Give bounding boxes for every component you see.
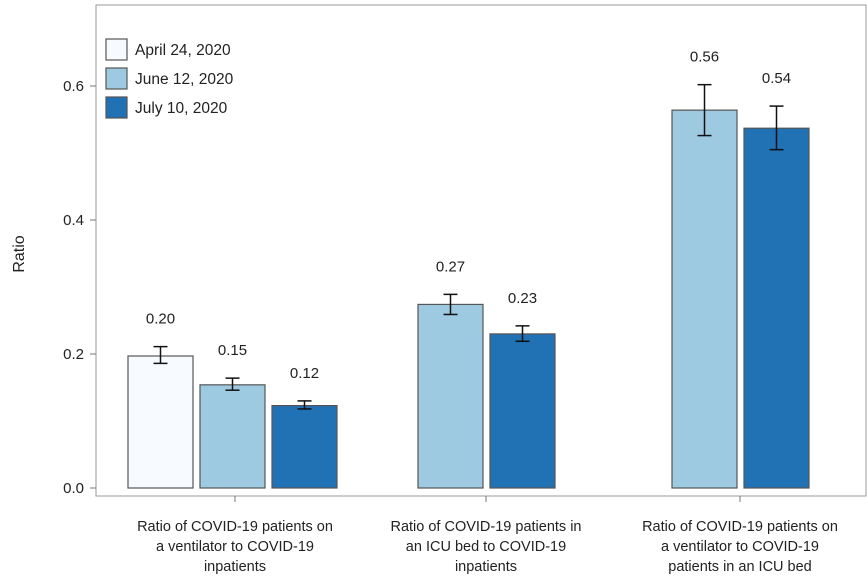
axes: 0.0 0.2 0.4 0.6 <box>63 4 867 502</box>
bar <box>199 384 266 489</box>
bar <box>127 355 194 489</box>
bar <box>671 109 738 489</box>
legend-label: June 12, 2020 <box>135 71 234 88</box>
y-axis-title: Ratio <box>11 235 28 272</box>
category-label-line: inpatients <box>204 559 266 575</box>
category-label-line: Ratio of COVID-19 patients on <box>642 519 838 535</box>
category-label-line: an ICU bed to COVID-19 <box>406 539 566 555</box>
data-label: 0.20 <box>146 311 175 328</box>
legend-swatch <box>105 38 128 61</box>
data-label: 0.54 <box>762 70 791 87</box>
category-label: Ratio of COVID-19 patients in an ICU bed … <box>390 519 581 575</box>
plot-frame <box>95 4 867 497</box>
data-labels: 0.20 0.15 0.27 0.56 0.12 0.23 0.54 <box>146 49 791 382</box>
category-label-line: a ventilator to COVID-19 <box>661 539 819 555</box>
data-label: 0.15 <box>218 342 247 359</box>
category-label-line: Ratio of COVID-19 patients in <box>390 519 581 535</box>
y-tick-label: 0.4 <box>63 212 84 229</box>
data-label: 0.12 <box>290 365 319 382</box>
category-label-line: Ratio of COVID-19 patients on <box>137 519 333 535</box>
y-tick-label: 0.2 <box>63 346 84 363</box>
category-label-line: patients in an ICU bed <box>668 559 811 575</box>
category-label: Ratio of COVID-19 patients on a ventilato… <box>642 519 838 575</box>
bars <box>127 83 810 489</box>
legend-label: April 24, 2020 <box>135 42 231 59</box>
category-label-line: a ventilator to COVID-19 <box>156 539 314 555</box>
legend: April 24, 2020 June 12, 2020 July 10, 2020 <box>105 38 234 119</box>
data-label: 0.27 <box>436 258 465 275</box>
bar <box>489 333 556 489</box>
y-tick-label: 0.0 <box>63 480 84 497</box>
legend-swatch <box>105 96 128 119</box>
data-label: 0.56 <box>690 49 719 66</box>
category-label: Ratio of COVID-19 patients on a ventilato… <box>137 519 333 575</box>
legend-swatch <box>105 67 128 90</box>
bar <box>417 303 484 489</box>
bar <box>743 127 810 489</box>
legend-label: July 10, 2020 <box>135 100 228 117</box>
bar <box>271 404 338 489</box>
data-label: 0.23 <box>508 290 537 307</box>
y-tick-label: 0.6 <box>63 78 84 95</box>
category-label-line: inpatients <box>455 559 517 575</box>
category-labels: Ratio of COVID-19 patients on a ventilato… <box>137 519 838 575</box>
